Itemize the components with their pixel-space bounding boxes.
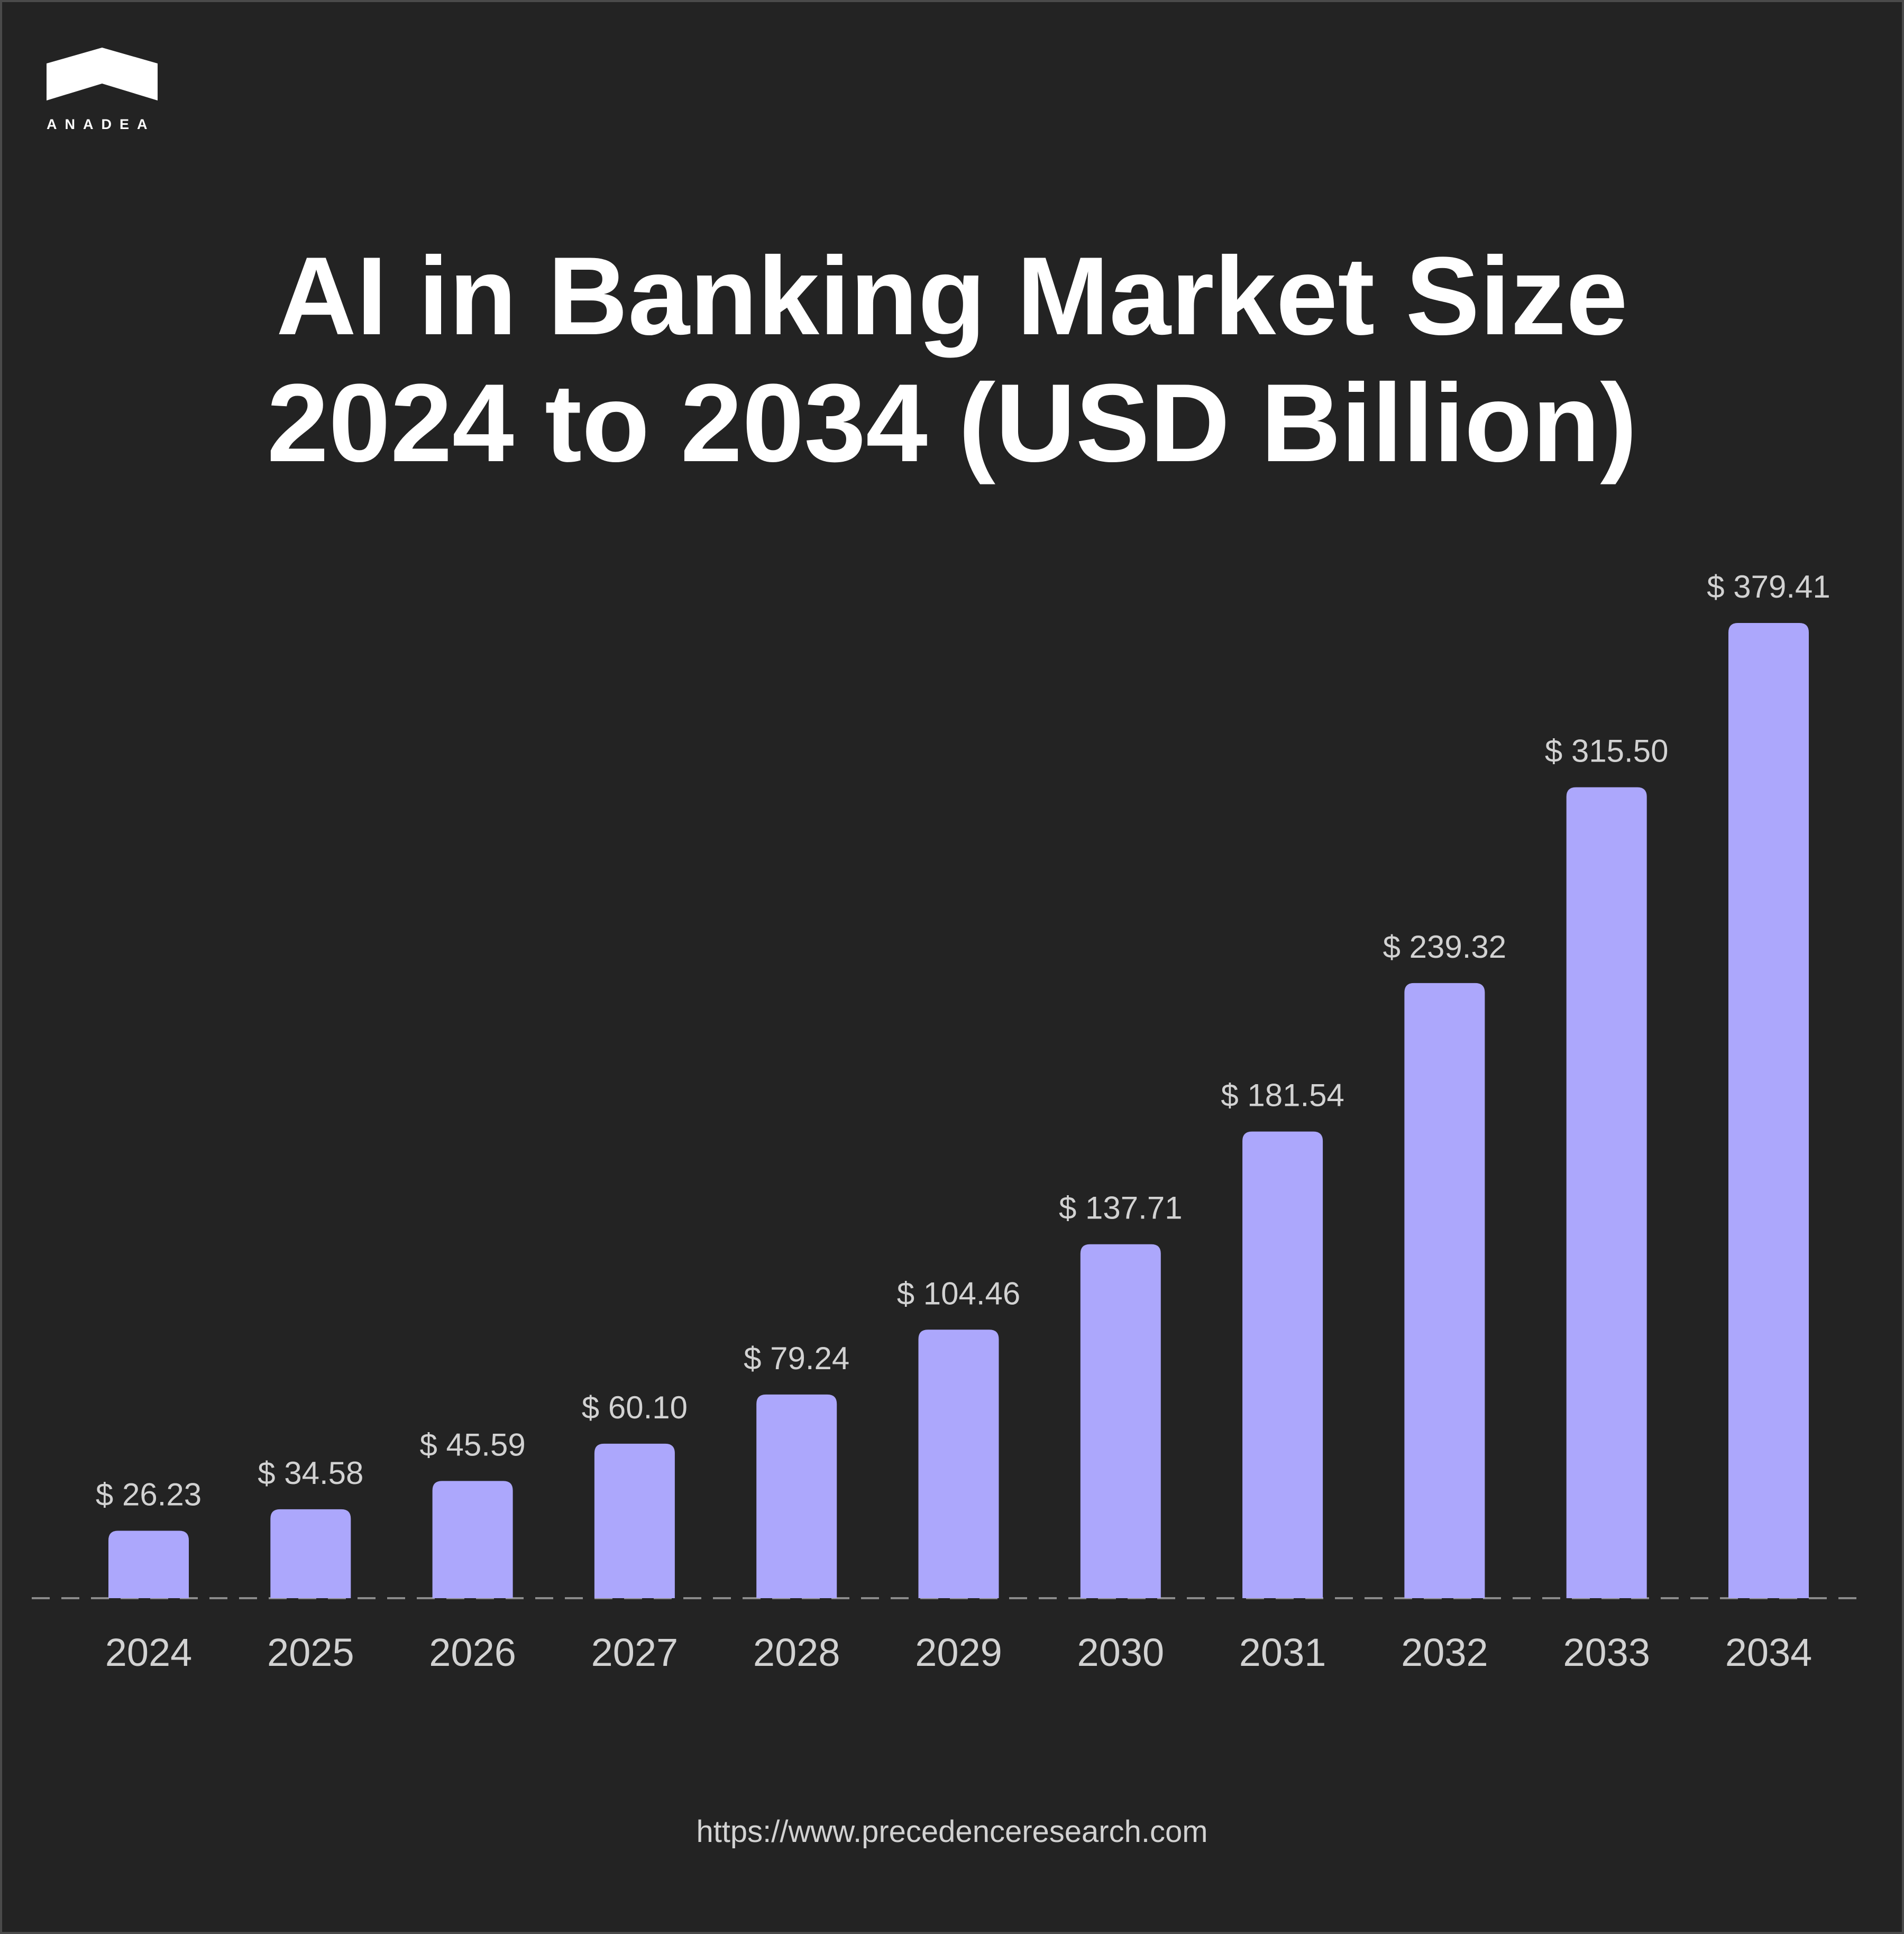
source-link[interactable]: https://www.precedenceresearch.com (696, 1814, 1208, 1849)
x-tick-label-2025: 2025 (267, 1630, 354, 1674)
bar-2025 (270, 1509, 351, 1598)
brand-logo: ANADEA (47, 48, 158, 138)
x-tick-label-2030: 2030 (1077, 1630, 1164, 1674)
x-tick-label-2027: 2027 (591, 1630, 679, 1674)
data-label-2030: $ 137.71 (1059, 1190, 1183, 1226)
x-tick-label-2028: 2028 (753, 1630, 840, 1674)
bar-2026 (432, 1481, 513, 1598)
chart-title-line-2: 2024 to 2034 (USD Billion) (267, 361, 1637, 485)
x-tick-label-2033: 2033 (1563, 1630, 1650, 1674)
bar-2031 (1242, 1131, 1323, 1598)
bar-2032 (1404, 983, 1485, 1598)
x-tick-label-2024: 2024 (105, 1630, 193, 1674)
chart-title: AI in Banking Market Size 2024 to 2034 (… (0, 233, 1904, 487)
chart-title-line-1: AI in Banking Market Size (276, 234, 1628, 358)
bar-2024 (108, 1530, 189, 1598)
data-label-2027: $ 60.10 (582, 1390, 688, 1425)
brand-name: ANADEA (47, 116, 155, 132)
x-tick-label-2032: 2032 (1401, 1630, 1488, 1674)
bar-2034 (1728, 623, 1809, 1598)
anadea-logo-icon (47, 48, 158, 100)
bar-2027 (594, 1443, 675, 1598)
data-label-2031: $ 181.54 (1221, 1078, 1344, 1113)
x-tick-label-2029: 2029 (915, 1630, 1002, 1674)
data-label-2029: $ 104.46 (897, 1276, 1021, 1311)
data-label-2025: $ 34.58 (258, 1455, 363, 1491)
bar-2033 (1566, 787, 1647, 1598)
bar-2028 (756, 1394, 837, 1598)
x-tick-label-2026: 2026 (429, 1630, 516, 1674)
bar-2029 (918, 1330, 999, 1598)
data-label-2024: $ 26.23 (96, 1477, 202, 1513)
data-label-2028: $ 79.24 (744, 1341, 849, 1376)
x-tick-label-2031: 2031 (1239, 1630, 1326, 1674)
x-tick-label-2034: 2034 (1725, 1630, 1813, 1674)
data-label-2033: $ 315.50 (1545, 734, 1669, 769)
bar-2030 (1080, 1244, 1161, 1598)
data-label-2026: $ 45.59 (420, 1427, 526, 1462)
data-label-2032: $ 239.32 (1383, 929, 1507, 965)
data-label-2034: $ 379.41 (1707, 569, 1830, 604)
